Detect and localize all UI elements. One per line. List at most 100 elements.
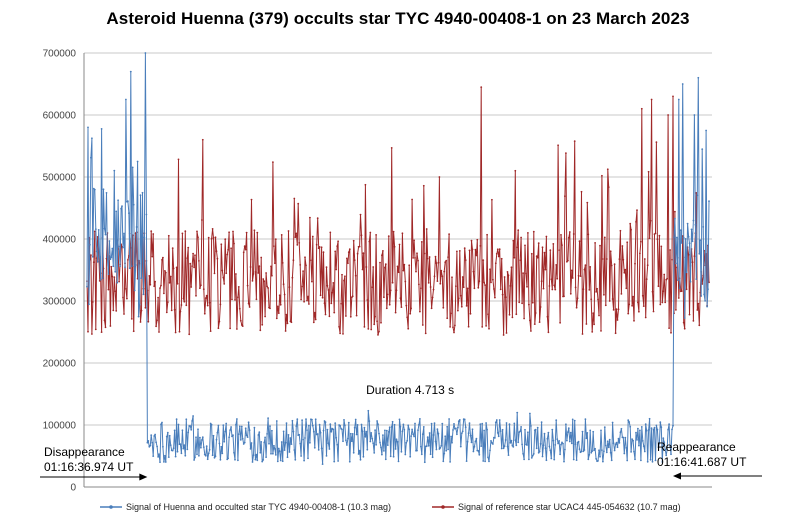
- series-huenna-point: [183, 444, 186, 446]
- series-huenna-point: [299, 442, 302, 445]
- series-reference-point: [619, 229, 622, 232]
- series-reference-point: [584, 264, 587, 266]
- annotations: Duration 4.713 s Disappearance 01:16:36.…: [40, 383, 762, 481]
- series-reference-point: [683, 327, 686, 330]
- series-huenna-point: [558, 440, 560, 442]
- series-huenna-point: [625, 447, 628, 449]
- series-huenna-point: [88, 303, 90, 306]
- series-reference-point: [295, 232, 298, 235]
- series-reference-point: [531, 301, 534, 304]
- series-reference-point: [267, 287, 269, 289]
- series-reference-point: [392, 230, 395, 233]
- series-reference-point: [495, 252, 498, 255]
- series-reference-point: [612, 309, 615, 311]
- series-huenna-point: [148, 445, 151, 448]
- series-reference-point: [627, 312, 630, 315]
- series-huenna-point: [542, 444, 545, 447]
- series-huenna-point: [282, 430, 285, 433]
- series-huenna-point: [485, 422, 487, 424]
- series-reference-point: [567, 259, 569, 262]
- series-reference-point: [629, 222, 632, 225]
- series-huenna-point: [233, 451, 235, 454]
- series-reference-point: [598, 314, 600, 317]
- series-reference-point: [398, 243, 401, 246]
- series-huenna-point: [161, 421, 163, 424]
- series-huenna-point: [611, 421, 614, 424]
- series-reference-point: [312, 321, 315, 324]
- series-huenna-point: [392, 455, 395, 458]
- series-huenna-point: [411, 428, 413, 431]
- series-huenna-point: [158, 453, 160, 456]
- series-reference-point: [384, 266, 386, 269]
- series-huenna-point: [324, 421, 327, 423]
- series-reference-point: [667, 114, 669, 116]
- series-reference-point: [314, 318, 317, 321]
- series-huenna-point: [394, 448, 397, 450]
- series-reference-point: [255, 298, 258, 301]
- series-huenna-point: [287, 434, 290, 436]
- series-reference-point: [221, 269, 224, 272]
- series-reference-point: [590, 298, 593, 301]
- series-reference-point: [546, 315, 549, 318]
- series-huenna-point: [460, 432, 463, 435]
- series-huenna-point: [140, 277, 143, 279]
- series-huenna-point: [164, 454, 166, 457]
- series-reference-point: [266, 285, 268, 288]
- series-huenna-point: [450, 435, 452, 438]
- series-huenna-point: [227, 457, 230, 460]
- chart-title: Asteroid Huenna (379) occults star TYC 4…: [106, 9, 690, 28]
- series-reference-point: [420, 241, 423, 243]
- series-reference-point: [551, 288, 554, 291]
- series-reference-point: [378, 330, 380, 333]
- series-reference-point: [302, 270, 304, 272]
- series-huenna-point: [176, 450, 179, 453]
- series-reference-point: [640, 240, 642, 243]
- series-reference-point: [496, 248, 499, 251]
- series-huenna-point: [619, 431, 622, 434]
- series-huenna-point: [706, 305, 708, 308]
- series-reference-point: [642, 305, 645, 307]
- series-huenna-point: [626, 459, 629, 462]
- series-reference-point: [161, 259, 163, 261]
- series-reference-point: [543, 251, 546, 254]
- series-huenna-point: [664, 448, 667, 451]
- series-reference-point: [517, 229, 520, 232]
- series-reference-point: [263, 280, 266, 283]
- series-reference-point: [593, 323, 595, 326]
- series-reference-point: [636, 209, 638, 212]
- series-reference-point: [476, 238, 479, 241]
- series-reference-point: [311, 235, 314, 238]
- series-huenna-point: [120, 207, 122, 210]
- series-huenna-point: [274, 454, 277, 456]
- series-reference-point: [486, 233, 488, 236]
- series-reference-point: [412, 257, 414, 259]
- series-reference-point: [182, 297, 185, 300]
- series-huenna-point: [631, 438, 633, 440]
- series-reference-point: [132, 330, 135, 333]
- series-reference-point: [317, 247, 320, 250]
- series-huenna-point: [430, 422, 433, 425]
- series-reference-point: [298, 242, 301, 244]
- series-reference-point: [624, 268, 627, 271]
- series-reference-point: [160, 284, 162, 287]
- series-huenna-point: [633, 450, 635, 453]
- series-reference-point: [351, 295, 354, 298]
- series-huenna-point: [280, 441, 283, 443]
- series-reference-point: [264, 315, 266, 318]
- series-huenna-point: [693, 114, 696, 116]
- series-huenna-point: [359, 458, 362, 461]
- series-huenna-point: [636, 439, 638, 441]
- series-huenna-point: [614, 443, 617, 446]
- series-huenna-point: [547, 431, 550, 434]
- series-reference-point: [455, 285, 457, 288]
- series-huenna-point: [212, 434, 215, 437]
- series-huenna-point: [142, 293, 145, 296]
- series-huenna-point: [309, 441, 311, 444]
- series-huenna-point: [162, 445, 164, 448]
- series-reference-point: [513, 256, 516, 259]
- series-huenna-point: [630, 451, 632, 453]
- series-reference-point: [618, 258, 621, 260]
- series-reference-point: [397, 271, 400, 274]
- series-huenna-point: [94, 228, 97, 231]
- series-huenna-point: [220, 445, 223, 448]
